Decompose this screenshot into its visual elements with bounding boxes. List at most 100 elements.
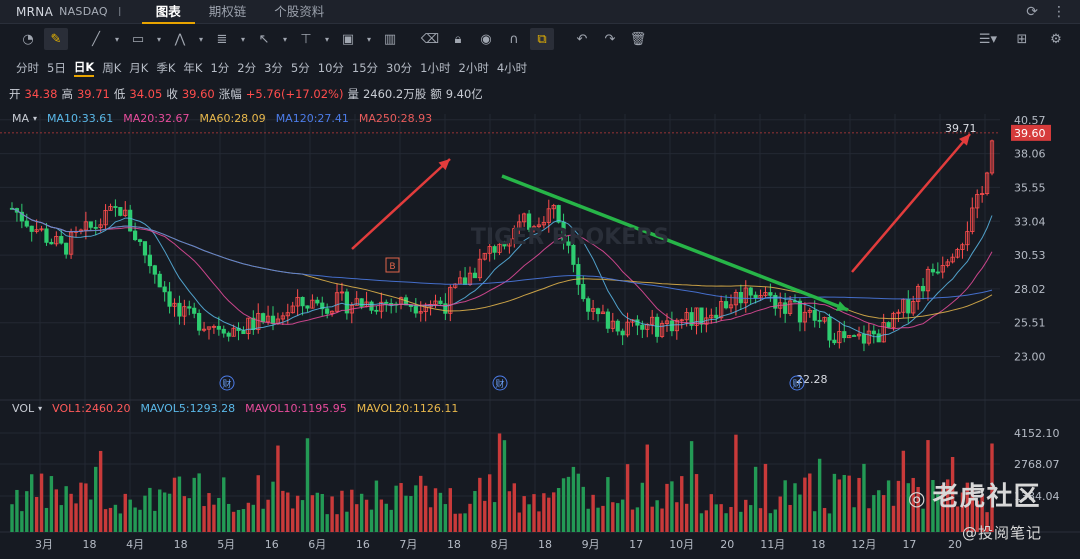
volume-bar (271, 481, 275, 532)
candle-body (955, 249, 960, 258)
volume-bar (926, 440, 930, 532)
volume-bar (847, 475, 851, 532)
period-13[interactable]: 30分 (386, 61, 413, 75)
volume-bar (817, 458, 822, 532)
candle-body (586, 298, 591, 312)
vol-legend-item-0: VOL1:2460.20 (52, 401, 131, 415)
candlestick-chart[interactable]: 40.57 38.06 35.55 33.04 30.53 28.02 25.51 23.00… (0, 104, 1080, 559)
candle-body (29, 225, 34, 232)
volume-bar (867, 508, 871, 532)
chevron-down-icon[interactable]: ▾ (156, 34, 161, 44)
speedometer-icon[interactable]: ◔ (22, 31, 34, 47)
pencil-icon[interactable]: ✎ (44, 28, 68, 50)
chevron-down-icon[interactable]: ▾ (33, 113, 38, 123)
refresh-icon[interactable]: ⟳ (1026, 3, 1038, 20)
volume-bar (98, 450, 103, 532)
title-bar: MRNA NASDAQ I 图表 期权链 个股资料 ⟳ ⋮ (0, 0, 1080, 24)
period-11[interactable]: 10分 (317, 61, 344, 75)
chevron-down-icon[interactable]: ▾ (38, 403, 43, 413)
volume-bar (709, 494, 713, 532)
volume-bar (502, 440, 507, 532)
more-icon[interactable]: ⋮ (1052, 3, 1066, 20)
x-tick-label: 4月 (126, 538, 144, 551)
volume-bar (89, 499, 93, 532)
candle-body (462, 277, 468, 286)
snap-icon[interactable]: ⧉ (530, 28, 554, 50)
x-tick-label: 5月 (217, 538, 235, 551)
x-tick-label: 10月 (669, 538, 694, 551)
period-6[interactable]: 年K (183, 61, 203, 75)
volume-bar (369, 509, 374, 532)
magnet-icon[interactable]: ∩ (509, 31, 519, 47)
period-10[interactable]: 5分 (290, 61, 310, 75)
trend-line-icon[interactable]: ╱ (92, 31, 100, 47)
high-marker-label: 39.71 (945, 122, 977, 135)
eraser-icon[interactable]: ⌫ (420, 31, 440, 47)
period-1[interactable]: 5日 (47, 61, 66, 75)
period-selector: 分时 5日 日K 周K 月K 季K 年K 1分 2分 3分 5分 10分 15分 30分 1小时 2小时 4小时 (0, 56, 1080, 80)
candle-body (664, 320, 670, 324)
trash-icon[interactable]: 🗑︎ (629, 31, 647, 47)
period-16[interactable]: 4小时 (496, 61, 528, 75)
chevron-down-icon[interactable]: ▾ (324, 34, 329, 44)
ma-legend-name[interactable]: MA (12, 111, 30, 125)
period-3[interactable]: 周K (102, 61, 122, 75)
chevron-down-icon[interactable]: ▾ (198, 34, 203, 44)
redo-icon[interactable]: ↷ (604, 31, 616, 47)
chevron-down-icon[interactable]: ▾ (282, 34, 287, 44)
volume-bar (404, 495, 408, 532)
vol-legend-item-3: MAVOL20:1126.11 (356, 401, 459, 415)
tab-stock-profile[interactable]: 个股资料 (274, 3, 325, 19)
period-8[interactable]: 2分 (237, 61, 257, 75)
tab-chart[interactable]: 图表 (141, 0, 195, 24)
text-icon[interactable]: ▣ (341, 31, 355, 47)
settings-gear-icon[interactable]: ⚙ (1050, 31, 1062, 47)
volume-bar (281, 490, 285, 532)
volume-bar (552, 492, 556, 532)
bar-chart-icon[interactable]: ▥ (383, 31, 397, 47)
arrow-icon[interactable]: ↖ (258, 31, 270, 47)
volume-bar (399, 483, 403, 532)
volume-bar (483, 500, 487, 532)
chevron-down-icon[interactable]: ▾ (366, 34, 371, 44)
lock-icon[interactable]: 🔒︎ (454, 31, 462, 47)
candle-body (694, 307, 699, 326)
period-7[interactable]: 1分 (210, 61, 230, 75)
period-5[interactable]: 季K (156, 61, 176, 75)
chevron-down-icon[interactable]: ▾ (114, 34, 119, 44)
volume-bar (320, 494, 324, 532)
volume-bar (207, 493, 211, 532)
volume-bar (310, 495, 315, 532)
grid-layout-icon[interactable]: ⊞ (1016, 31, 1028, 47)
tab-option-chain[interactable]: 期权链 (208, 3, 247, 19)
period-9[interactable]: 3分 (264, 61, 283, 75)
volume-bar (473, 491, 477, 532)
vol-legend-name[interactable]: VOL (12, 401, 35, 415)
volume-bar (492, 502, 497, 532)
undo-icon[interactable]: ↶ (576, 31, 588, 47)
candle-body (433, 300, 438, 305)
fibonacci-icon[interactable]: ≣ (216, 31, 228, 47)
period-4[interactable]: 月K (129, 61, 149, 75)
rectangle-icon[interactable]: ▭ (131, 31, 145, 47)
candle-body (280, 315, 285, 320)
period-12[interactable]: 15分 (351, 61, 379, 75)
period-15[interactable]: 2小时 (458, 61, 489, 75)
volume-bar (896, 480, 901, 532)
period-0[interactable]: 分时 (16, 61, 39, 75)
candle-body (54, 236, 59, 245)
chevron-down-icon[interactable]: ▾ (240, 34, 245, 44)
measure-icon[interactable]: ⊤ (300, 31, 312, 47)
volume-bar (739, 511, 743, 532)
pattern-icon[interactable]: ⋀ (174, 31, 186, 47)
x-tick-label: 7月 (399, 538, 417, 551)
list-layout-icon[interactable]: ☰▾ (978, 31, 998, 47)
period-2[interactable]: 日K (73, 59, 95, 77)
eye-icon[interactable]: ◉ (480, 31, 492, 47)
volume-bar (148, 487, 152, 532)
volume-bar (936, 494, 940, 532)
earnings-label: 财 (792, 378, 801, 390)
volume-bar (694, 474, 699, 532)
period-14[interactable]: 1小时 (420, 61, 451, 75)
uptrend-arrow (851, 133, 971, 273)
